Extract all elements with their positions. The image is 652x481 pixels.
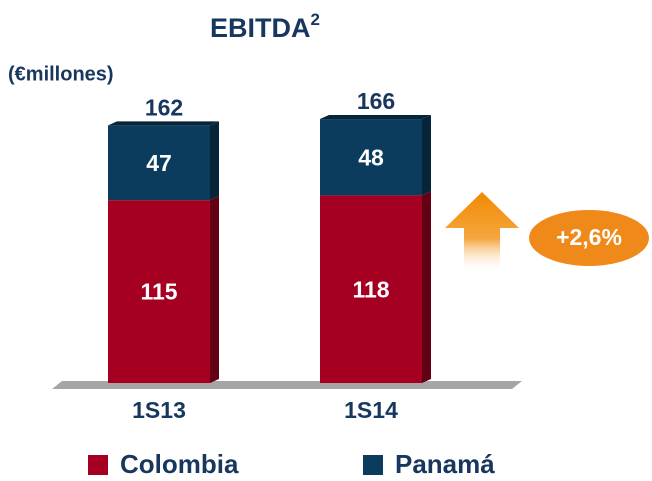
subtitle: (€millones) [8,63,114,85]
title-text: EBITDA [210,13,311,43]
segment-label: 48 [358,144,384,170]
bar-side [422,191,431,383]
segment-label: 115 [140,279,177,305]
bar-segment [320,119,422,196]
bar-top [320,115,431,120]
total-label: 166 [357,88,395,114]
legend-label: Colombia [120,449,239,479]
title-superscript: 2 [311,10,320,29]
bar-segment [320,195,422,383]
bar-segment [108,200,210,383]
x-tick-label: 1S13 [132,397,186,423]
x-tick-label: 1S14 [344,397,398,423]
legend-swatch [88,455,108,475]
arrow [445,192,519,270]
segment-label: 47 [146,150,172,176]
bar-segment [108,125,210,201]
bar-top [108,121,219,126]
chart-title: EBITDA2 [210,10,320,43]
annotation-bubble [529,210,649,266]
legend-swatch [363,455,383,475]
legend-label: Panamá [395,449,495,479]
bar-side [422,115,431,196]
annotation: +2,6% [556,224,622,250]
total-label: 162 [145,94,183,120]
segment-label: 118 [352,276,389,302]
bar-side [210,121,219,201]
bar-side [210,196,219,383]
